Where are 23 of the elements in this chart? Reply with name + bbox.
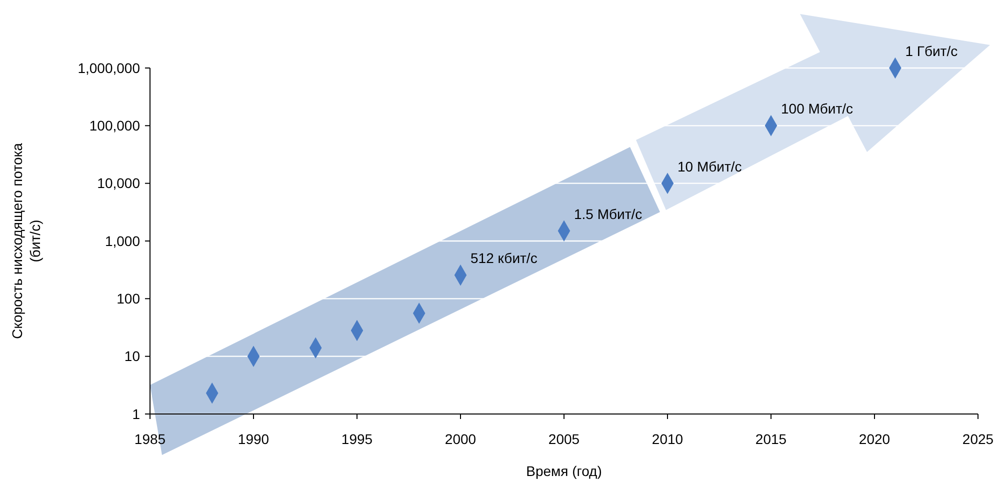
x-tick-label: 2000 xyxy=(444,431,476,447)
y-tick-label: 10 xyxy=(124,348,140,364)
x-tick-label: 2025 xyxy=(962,431,994,447)
y-tick-label: 1,000,000 xyxy=(78,60,140,76)
annotation: 1.5 Мбит/с xyxy=(574,206,642,222)
x-tick-label: 2015 xyxy=(755,431,787,447)
x-tick-label: 2005 xyxy=(548,431,580,447)
x-axis-title: Время (год) xyxy=(526,463,602,479)
y-tick-label: 1,000 xyxy=(104,232,140,249)
x-tick-label: 1990 xyxy=(238,431,270,447)
y-tick-label: 100 xyxy=(116,290,140,307)
x-tick-label: 1995 xyxy=(341,431,373,447)
annotation: 1 Гбит/с xyxy=(905,43,958,59)
annotation: 100 Мбит/с xyxy=(781,100,854,117)
annotation: 10 Мбит/с xyxy=(678,158,742,174)
y-tick-label: 10,000 xyxy=(97,175,140,192)
x-tick-label: 2020 xyxy=(858,431,890,447)
x-tick-label: 1985 xyxy=(134,431,166,447)
x-tick-label: 2010 xyxy=(652,431,684,447)
y-tick-label: 1 xyxy=(132,406,140,422)
annotation: 512 кбит/с xyxy=(470,250,538,266)
y-axis-title: Скорость нисходящего потока (бит/с) xyxy=(9,142,43,339)
y-tick-label: 100,000 xyxy=(89,118,140,134)
